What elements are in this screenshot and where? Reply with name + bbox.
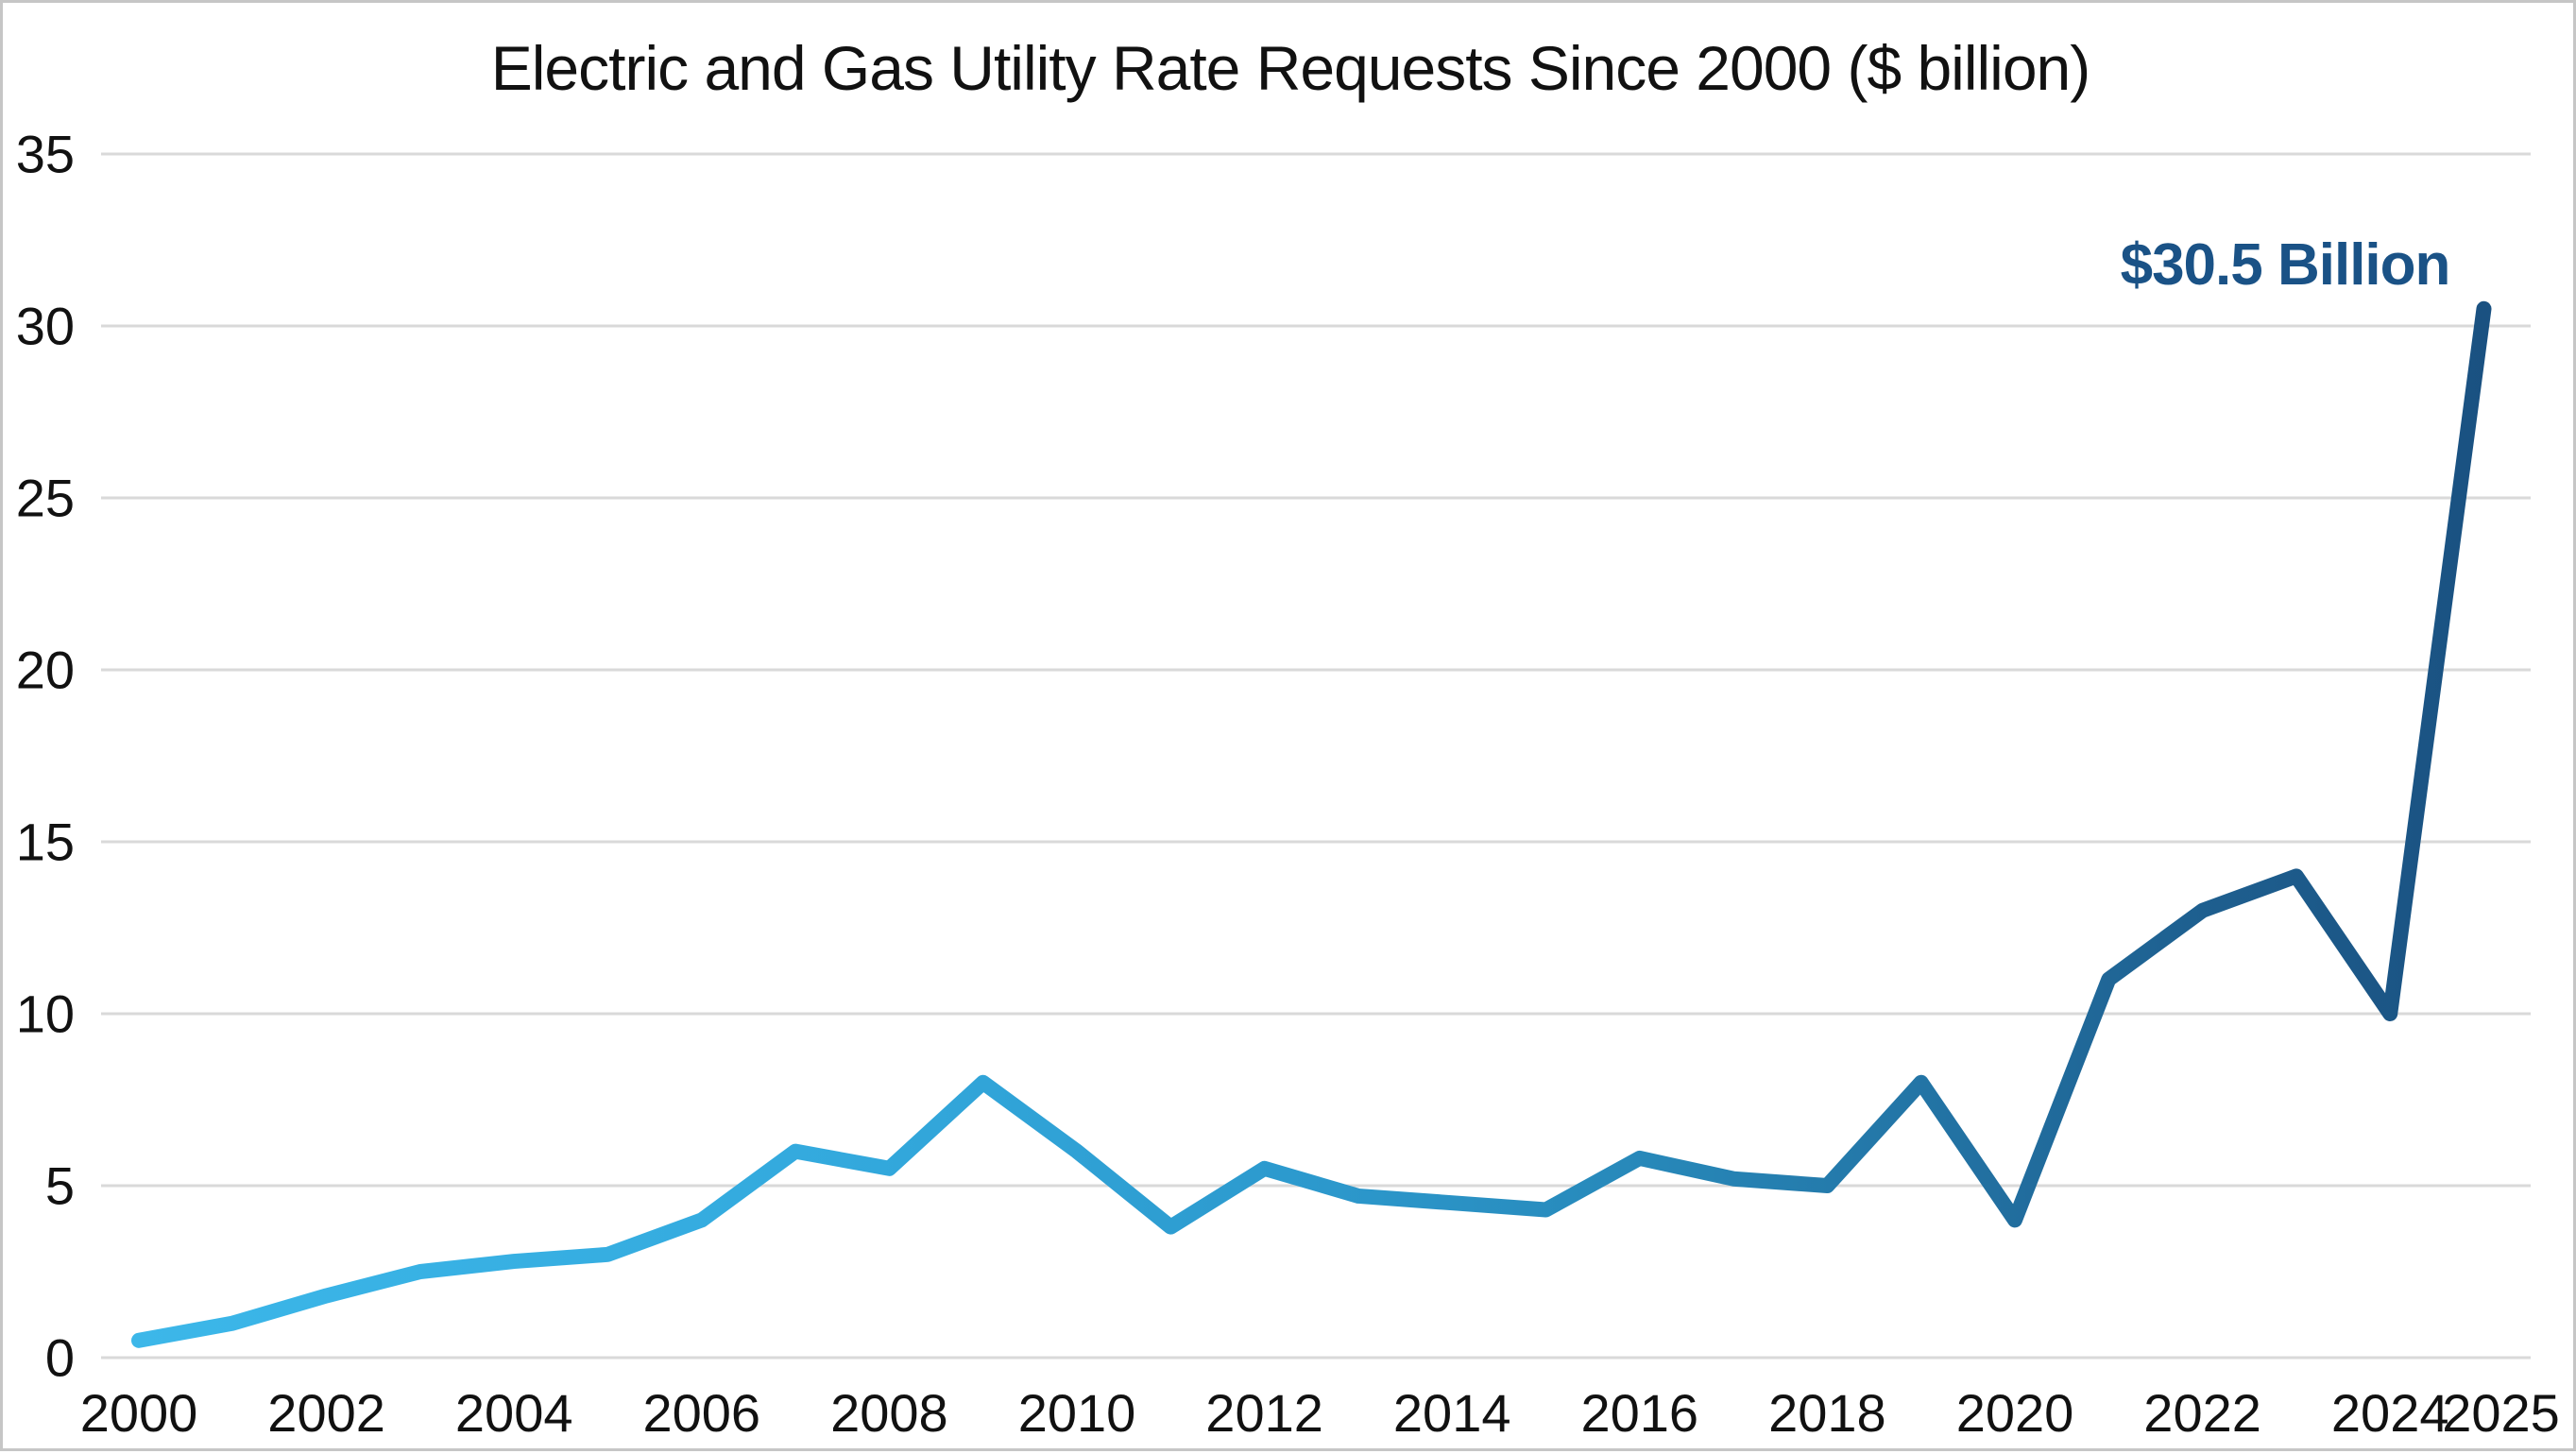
x-axis-tick-label: 2020	[1956, 1383, 2074, 1443]
y-axis-tick-label: 25	[16, 469, 75, 528]
y-axis-tick-labels: 0 5 10 15 20 25 30 35	[16, 125, 75, 1388]
x-axis-tick-label: 2024	[2331, 1383, 2449, 1443]
y-axis-tick-label: 20	[16, 641, 75, 700]
x-axis-tick-label: 2014	[1393, 1383, 1511, 1443]
value-annotation: $30.5 Billion	[2121, 232, 2450, 298]
x-axis-tick-label: 2022	[2143, 1383, 2261, 1443]
chart-title: Electric and Gas Utility Rate Requests S…	[491, 33, 2090, 103]
y-axis-tick-label: 15	[16, 813, 75, 872]
x-axis-tick-label: 2018	[1768, 1383, 1886, 1443]
x-axis-tick-label: 2006	[643, 1383, 761, 1443]
y-axis-tick-label: 10	[16, 984, 75, 1044]
y-axis-tick-label: 30	[16, 297, 75, 356]
x-axis-tick-label: 2002	[267, 1383, 385, 1443]
x-axis-tick-label: 2000	[80, 1383, 198, 1443]
x-axis-tick-label: 2016	[1581, 1383, 1699, 1443]
y-axis-tick-label: 5	[45, 1156, 75, 1216]
x-axis-tick-label: 2012	[1205, 1383, 1323, 1443]
gridlines-group	[101, 152, 2531, 1360]
x-axis-tick-label: 2010	[1018, 1383, 1136, 1443]
x-axis-tick-labels: 2000 2002 2004 2006 2008 2010 2012 2014 2016 2018…	[80, 1383, 2560, 1443]
x-axis-tick-label: 2004	[455, 1383, 573, 1443]
y-axis-tick-label: 0	[45, 1328, 75, 1388]
y-axis-tick-label: 35	[16, 125, 75, 184]
x-axis-tick-label: 2008	[830, 1383, 948, 1443]
series-line	[131, 300, 2492, 1348]
x-axis-tick-label: 2025	[2442, 1383, 2560, 1443]
